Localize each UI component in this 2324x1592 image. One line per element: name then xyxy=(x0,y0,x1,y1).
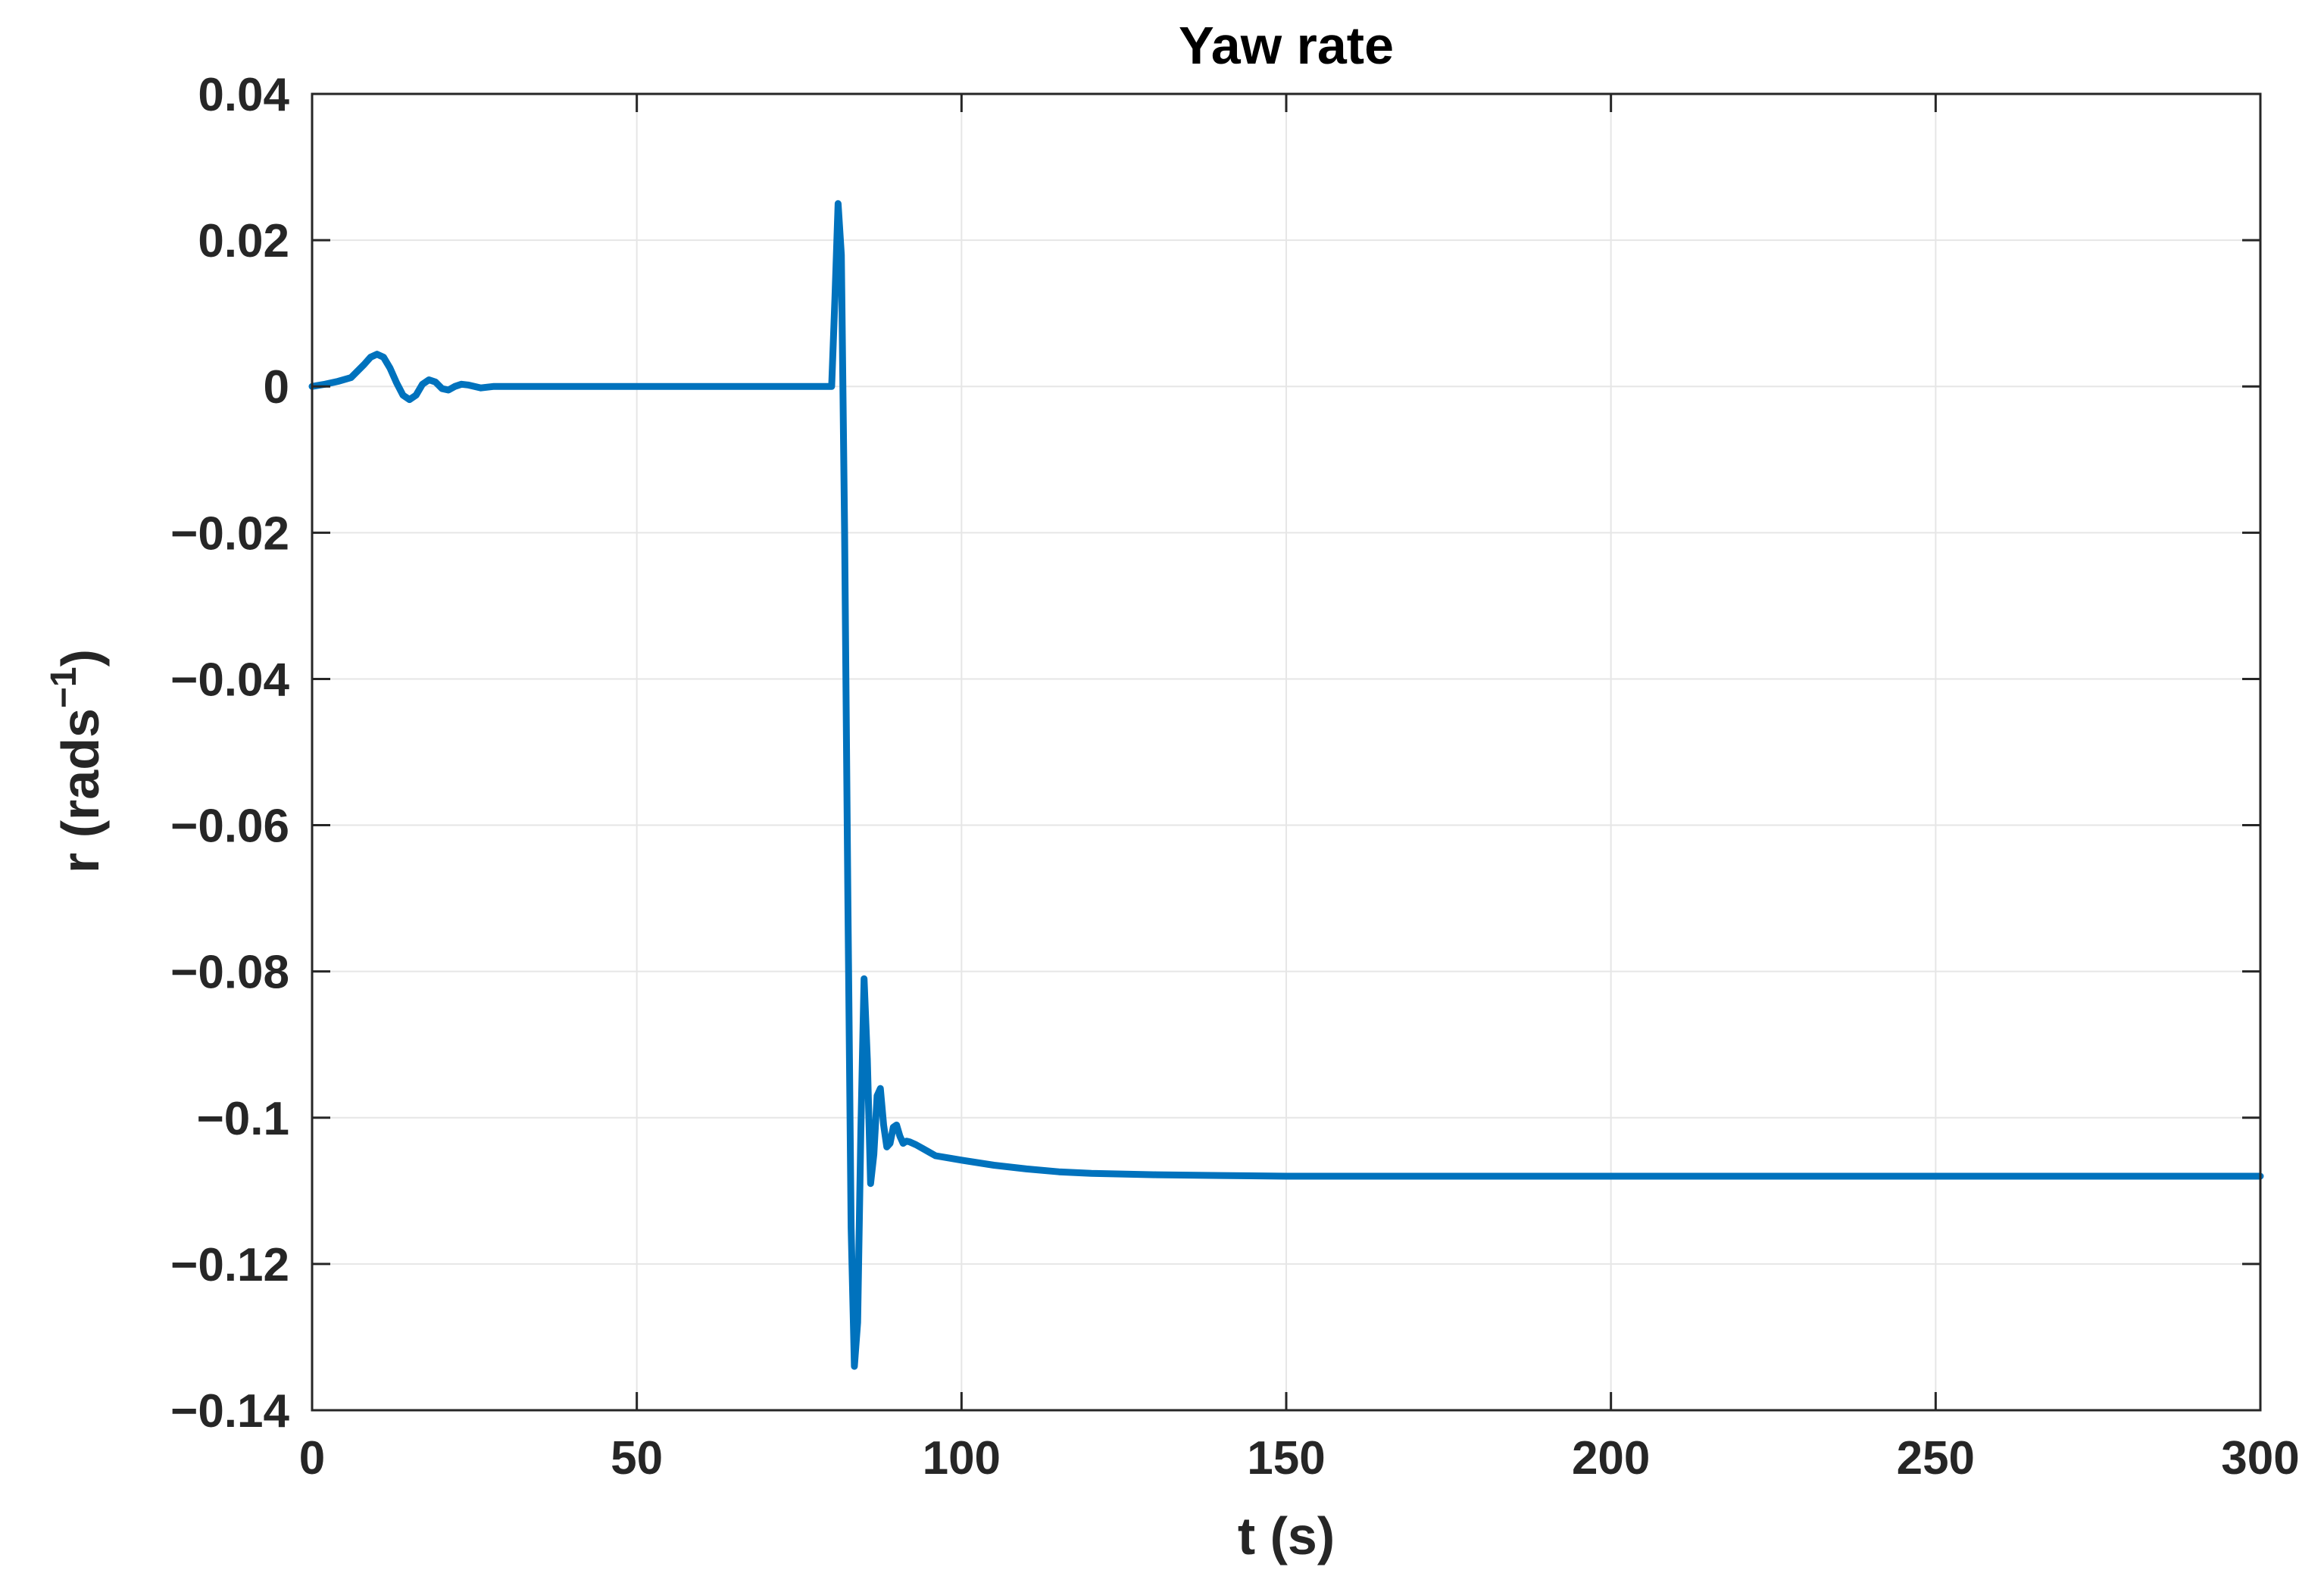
x-tick-label: 200 xyxy=(1572,1432,1650,1484)
x-tick-label: 50 xyxy=(611,1432,663,1484)
x-tick-label: 150 xyxy=(1247,1432,1325,1484)
y-tick-label: −0.1 xyxy=(197,1093,289,1145)
y-axis-label-main: r (rads xyxy=(51,708,110,873)
x-tick-label: 100 xyxy=(923,1432,1001,1484)
series-line xyxy=(308,200,2264,1370)
y-tick-labels: 0.04 0.02 0 −0.02 −0.04 −0.06 −0.08 −0.1 −0.12 −0… xyxy=(170,69,289,1437)
y-tick-label: −0.02 xyxy=(170,507,289,560)
x-tick-label: 300 xyxy=(2221,1432,2299,1484)
x-tick-label: 250 xyxy=(1897,1432,1975,1484)
y-ticks xyxy=(312,92,2260,1412)
x-tick-labels: 0 50 100 150 200 250 300 xyxy=(299,1432,2300,1484)
y-tick-label: −0.06 xyxy=(170,801,289,853)
x-ticks xyxy=(311,94,2262,1410)
y-axis-label: r (rads−1) xyxy=(44,649,110,873)
y-tick-label: −0.14 xyxy=(170,1385,289,1437)
x-axis-label: t (s) xyxy=(1238,1506,1335,1565)
y-tick-label: −0.12 xyxy=(170,1239,289,1291)
y-tick-label: 0.02 xyxy=(198,215,289,267)
y-tick-label: −0.04 xyxy=(170,654,289,706)
y-axis-label-superscript: −1 xyxy=(44,666,84,708)
series-layer xyxy=(308,200,2264,1370)
y-axis-label-close: ) xyxy=(51,649,110,666)
y-tick-label: 0.04 xyxy=(198,69,289,121)
chart-title: Yaw rate xyxy=(1179,16,1394,75)
y-tick-label: −0.08 xyxy=(170,947,289,999)
y-tick-label: 0 xyxy=(264,361,289,414)
x-tick-label: 0 xyxy=(299,1432,325,1484)
